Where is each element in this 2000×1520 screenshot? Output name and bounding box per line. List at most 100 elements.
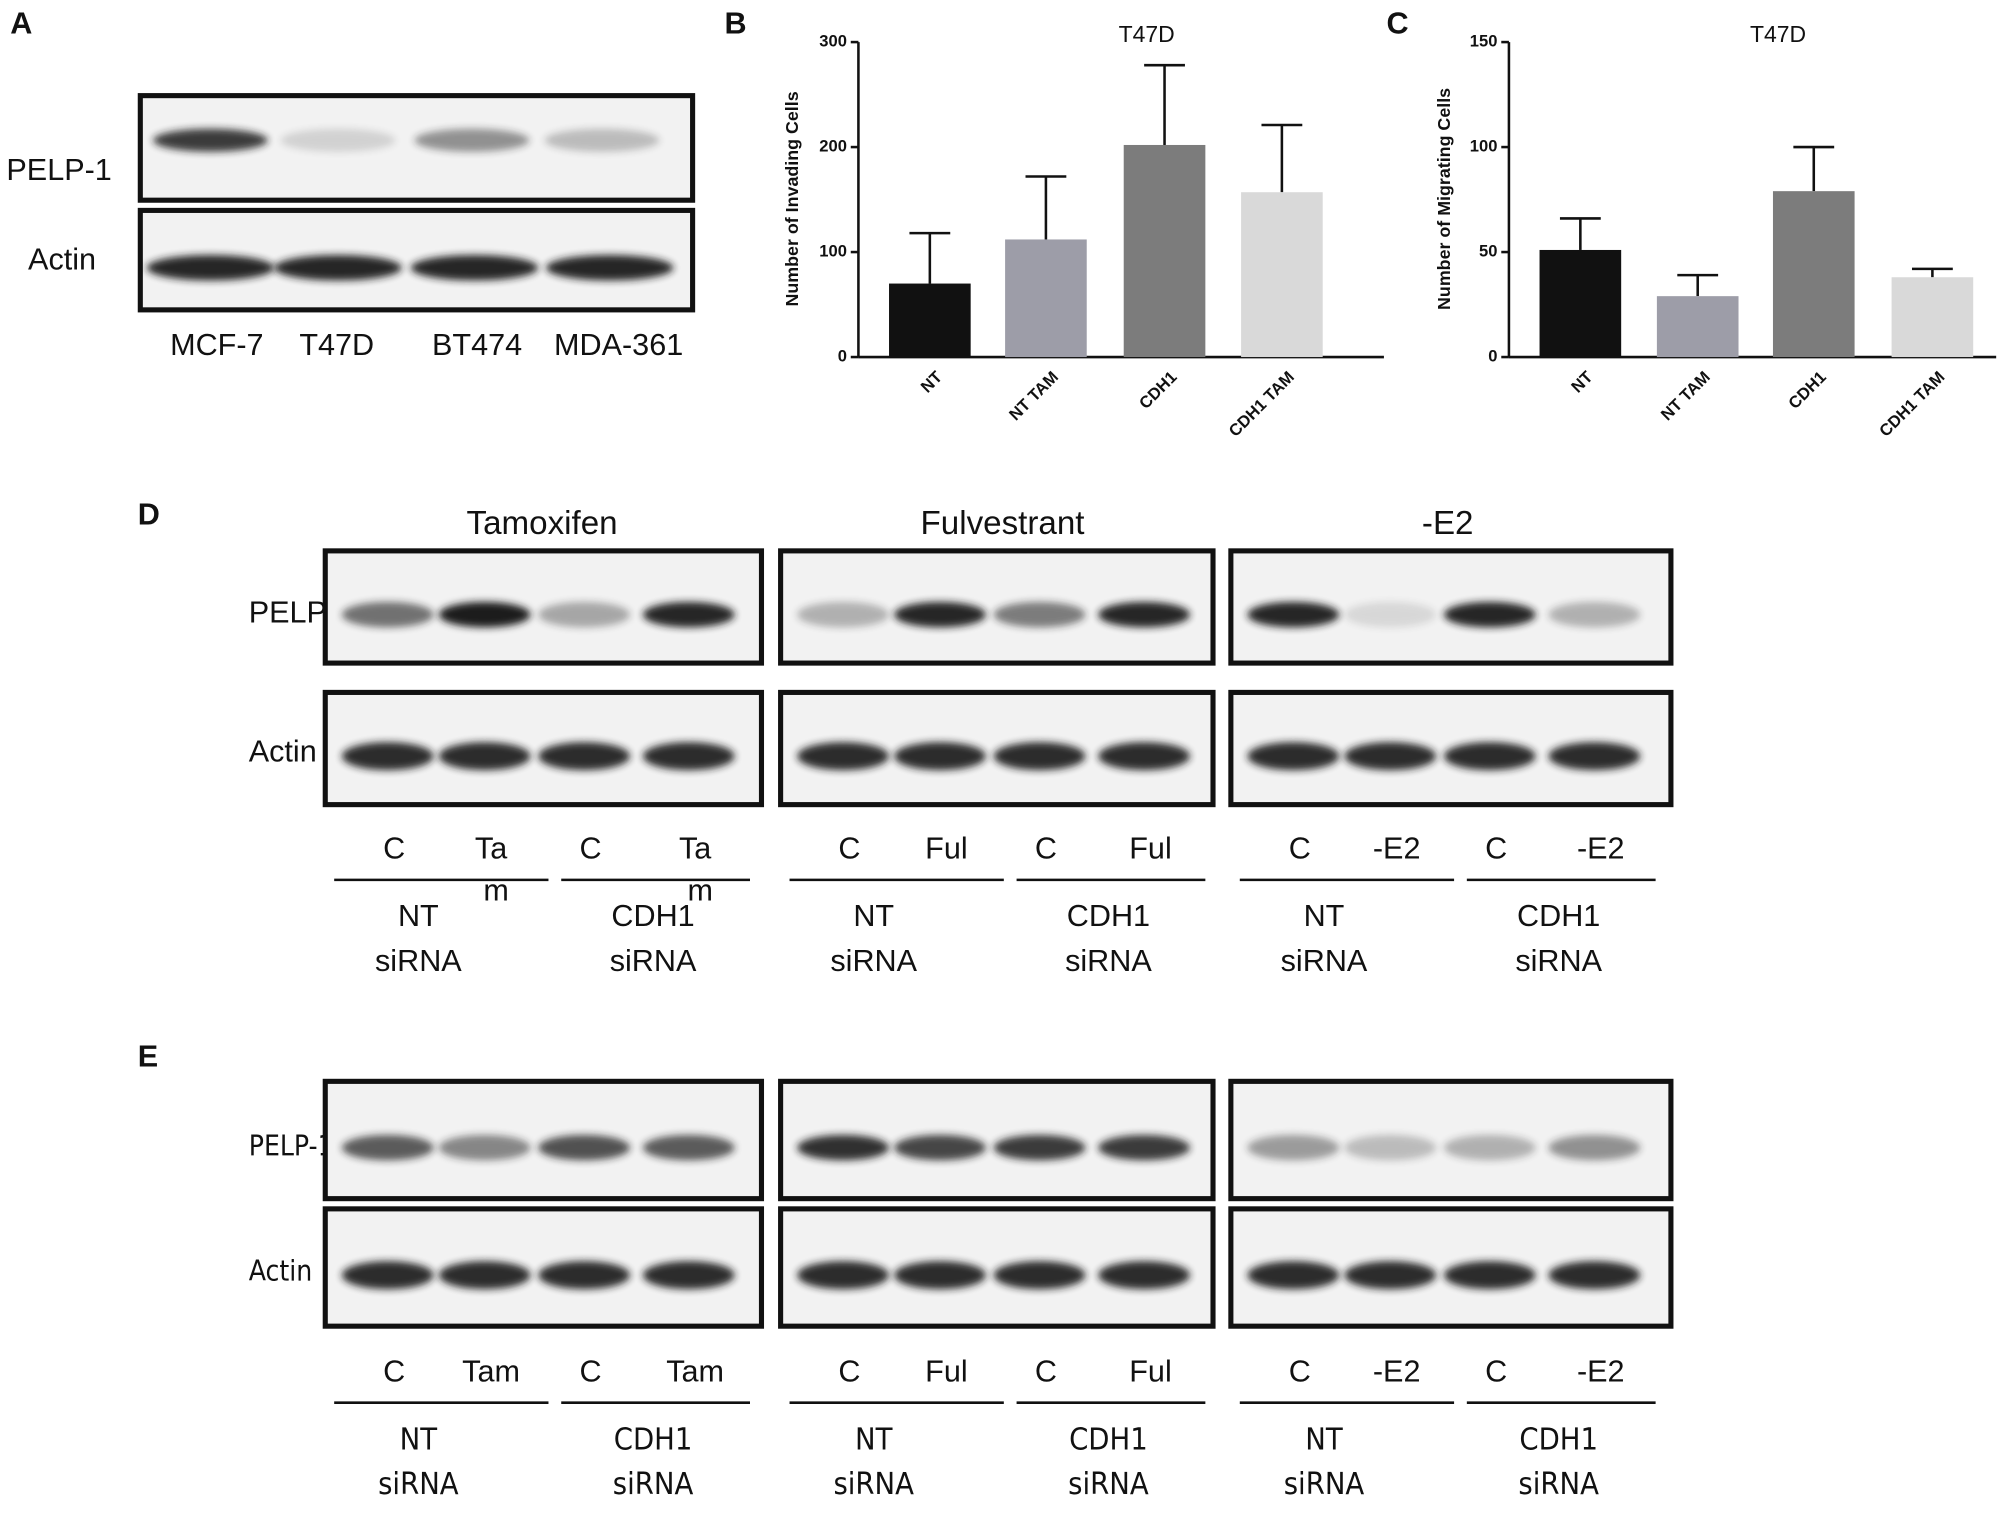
- blot-band: [438, 601, 531, 628]
- treatment-label: Tamoxifen: [467, 505, 618, 542]
- blot-band: [545, 255, 674, 281]
- blot-band: [993, 601, 1086, 628]
- lane-label: C: [1035, 832, 1057, 866]
- blot-band: [642, 601, 735, 628]
- panel-letter: A: [10, 7, 32, 41]
- bar: [1656, 296, 1739, 358]
- blot-band: [642, 742, 735, 771]
- blot-band: [894, 1261, 986, 1290]
- blot-band: [797, 742, 890, 771]
- lane-label: C: [838, 1354, 860, 1388]
- group-label: siRNA: [1515, 944, 1602, 978]
- panel-letter: C: [1386, 7, 1408, 41]
- blot-band: [1344, 1261, 1437, 1290]
- y-tick-label: 100: [819, 241, 847, 260]
- blot-band: [993, 742, 1086, 771]
- chart-title: T47D: [1119, 21, 1175, 47]
- row-label: Actin: [28, 242, 96, 276]
- treatment-label: Fulvestrant: [921, 505, 1085, 542]
- row-label: PELP-1: [6, 153, 111, 187]
- bar: [1772, 191, 1855, 358]
- blot-band: [153, 128, 268, 152]
- lane-label: C: [580, 832, 602, 866]
- group-label: siRNA: [1065, 944, 1152, 978]
- blot-band: [274, 255, 402, 281]
- lane-label: Ful: [1129, 1354, 1172, 1388]
- lane-label: MDA-361: [554, 328, 683, 362]
- panel-letter: E: [138, 1039, 158, 1073]
- blot-band: [1344, 742, 1437, 771]
- lane-label: C: [838, 832, 860, 866]
- lane-label: C: [383, 832, 405, 866]
- blot-band: [1548, 1134, 1641, 1161]
- lane-label: -E2: [1577, 1354, 1625, 1388]
- blot-band: [414, 128, 530, 152]
- blot-band: [1098, 742, 1191, 771]
- y-tick-label: 150: [1470, 31, 1498, 50]
- blot-band: [1098, 1261, 1191, 1290]
- lane-label: Ful: [925, 832, 968, 866]
- lane-label: Ful: [925, 1354, 968, 1388]
- blot-band: [538, 601, 631, 628]
- blot-band: [993, 1134, 1086, 1161]
- group-label: NT: [1305, 1422, 1343, 1457]
- bar: [1241, 192, 1323, 358]
- blot-band: [1443, 1261, 1536, 1290]
- row-label: Actin: [249, 1255, 313, 1288]
- group-label: CDH1: [1067, 899, 1150, 933]
- blot-band: [642, 1134, 735, 1161]
- lane-label: C: [383, 1354, 405, 1388]
- row-label: PELP-1: [249, 1130, 334, 1163]
- blot-band: [538, 1261, 631, 1290]
- lane-label: Ta: [679, 832, 712, 866]
- group-label: siRNA: [830, 944, 917, 978]
- lane-label: Ful: [1129, 832, 1172, 866]
- group-label: siRNA: [1281, 944, 1368, 978]
- lane-label: Ta: [475, 832, 508, 866]
- group-label: siRNA: [375, 944, 462, 978]
- group-label: siRNA: [1284, 1467, 1365, 1502]
- y-tick-label: 0: [1488, 346, 1497, 365]
- group-label: siRNA: [378, 1467, 459, 1502]
- blot-band: [797, 1134, 890, 1161]
- lane-label: C: [1485, 832, 1507, 866]
- blot-band: [538, 742, 631, 771]
- blot-band: [438, 1261, 531, 1290]
- blot-band: [1443, 601, 1536, 628]
- panel-letter: D: [138, 498, 160, 532]
- blot-band: [797, 601, 890, 628]
- group-label: NT: [855, 1422, 893, 1457]
- blot-band: [894, 742, 986, 771]
- blot-band: [1344, 1134, 1437, 1161]
- blot-band: [146, 255, 275, 281]
- group-label: NT: [398, 899, 439, 933]
- lane-label: -E2: [1577, 832, 1625, 866]
- group-label: siRNA: [613, 1467, 694, 1502]
- group-label: siRNA: [1068, 1467, 1149, 1502]
- blot-band: [1247, 1261, 1340, 1290]
- group-label: CDH1: [1069, 1422, 1148, 1457]
- blot-band: [1443, 742, 1536, 771]
- bar: [1891, 277, 1974, 358]
- blot-band: [993, 1261, 1086, 1290]
- y-tick-label: 200: [819, 136, 847, 155]
- group-label: CDH1: [1519, 1422, 1598, 1457]
- group-label: siRNA: [833, 1467, 914, 1502]
- group-label: siRNA: [610, 944, 697, 978]
- blot-band: [538, 1134, 631, 1161]
- lane-label: Tam: [462, 1354, 520, 1388]
- blot-band: [280, 128, 396, 152]
- group-label: NT: [400, 1422, 438, 1457]
- chart-title: T47D: [1750, 21, 1806, 47]
- blot-band: [1247, 601, 1340, 628]
- lane-label: -E2: [1373, 832, 1421, 866]
- bar: [1005, 239, 1087, 358]
- lane-label: -E2: [1373, 1354, 1421, 1388]
- blot-band: [1098, 601, 1191, 628]
- bar: [1123, 144, 1206, 358]
- blot-band: [1548, 742, 1641, 771]
- lane-label: C: [1035, 1354, 1057, 1388]
- blot-band: [894, 1134, 986, 1161]
- group-label: NT: [1304, 899, 1345, 933]
